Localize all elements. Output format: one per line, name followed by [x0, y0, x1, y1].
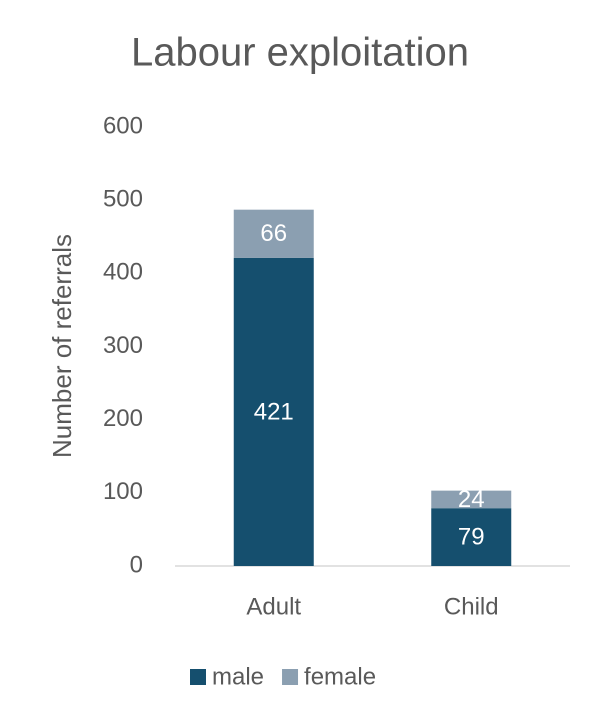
data-label: 24 — [458, 486, 485, 513]
y-tick-label: 100 — [103, 478, 143, 505]
x-tick-label: Child — [444, 593, 499, 620]
legend-label: female — [304, 663, 376, 690]
y-tick-label: 500 — [103, 186, 143, 213]
y-tick-label: 600 — [103, 112, 143, 139]
bar-segment — [431, 490, 512, 509]
bar-segment — [233, 257, 314, 566]
data-label: 66 — [260, 220, 287, 247]
y-tick-label: 300 — [103, 332, 143, 359]
legend-label: male — [212, 663, 264, 690]
y-tick-label: 0 — [130, 551, 143, 578]
chart-title: Labour exploitation — [131, 31, 469, 75]
y-tick-label: 400 — [103, 259, 143, 286]
bar-segment — [233, 209, 314, 258]
data-label: 421 — [254, 398, 294, 425]
x-tick-label: Adult — [246, 593, 301, 620]
bar-segment — [431, 508, 512, 566]
y-tick-label: 200 — [103, 405, 143, 432]
legend-swatch — [282, 669, 299, 685]
y-axis-label: Number of referrals — [47, 234, 77, 458]
legend-swatch — [190, 669, 206, 685]
data-label: 79 — [458, 523, 485, 550]
